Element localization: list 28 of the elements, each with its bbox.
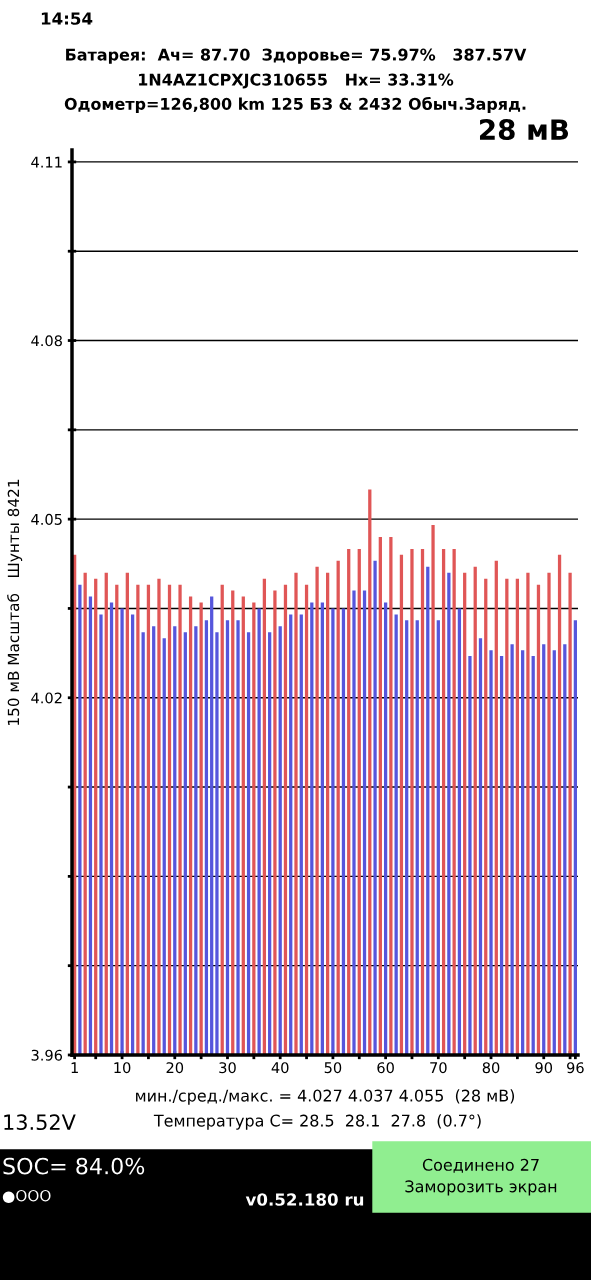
x-tick-label: 60 bbox=[377, 1062, 394, 1074]
x-tick-label: 40 bbox=[271, 1062, 289, 1074]
x-tick-label: 20 bbox=[166, 1062, 184, 1074]
text: SOC= 84.0% bbox=[3, 1157, 145, 1175]
text: v0.52.180 ru bbox=[245, 1193, 364, 1206]
x-tick-label: 1 bbox=[71, 1062, 78, 1073]
y-tick-label: 4.05 bbox=[31, 513, 62, 525]
x-tick-label: 90 bbox=[535, 1062, 553, 1074]
x-tick-label: 70 bbox=[430, 1062, 447, 1074]
y-axis-title: 150 мВ Масштаб Шунты 8421 bbox=[7, 479, 23, 725]
chart-title: Батарея: Ач= 87.70 Здоровье= 75.97% 387.57V bbox=[66, 48, 527, 64]
x-tick-label: 50 bbox=[324, 1062, 342, 1074]
x-tick-label: 10 bbox=[114, 1062, 131, 1074]
x-tick-label: 96 bbox=[567, 1062, 584, 1074]
text: 13.52V bbox=[4, 1114, 76, 1131]
x-tick-label: 80 bbox=[482, 1062, 500, 1074]
y-tick-label: 4.02 bbox=[31, 692, 62, 704]
text: Соединено 27 Заморозить экран bbox=[405, 1158, 557, 1196]
chart-subtitle: 1N4AZ1CPXJC310655 Hx= 33.31% Одометр=126,800 km 125 БЗ & 2432 Обыч.Заряд. bbox=[64, 73, 526, 113]
y-tick-label: 4.11 bbox=[31, 156, 62, 168]
text: Температура C= 28.5 28.1 27.8 (0.7°) bbox=[153, 1114, 481, 1130]
y-tick-label: 4.08 bbox=[31, 335, 62, 347]
text: ●OOO bbox=[2, 1189, 51, 1204]
x-tick-label: 30 bbox=[219, 1062, 236, 1074]
text: мин./сред./макс. = 4.027 4.037 4.055 (28 мВ) bbox=[136, 1089, 515, 1105]
y-tick-label: 3.96 bbox=[31, 1049, 63, 1061]
text: 14:54 bbox=[41, 12, 93, 25]
text: 28 мВ bbox=[480, 119, 569, 141]
